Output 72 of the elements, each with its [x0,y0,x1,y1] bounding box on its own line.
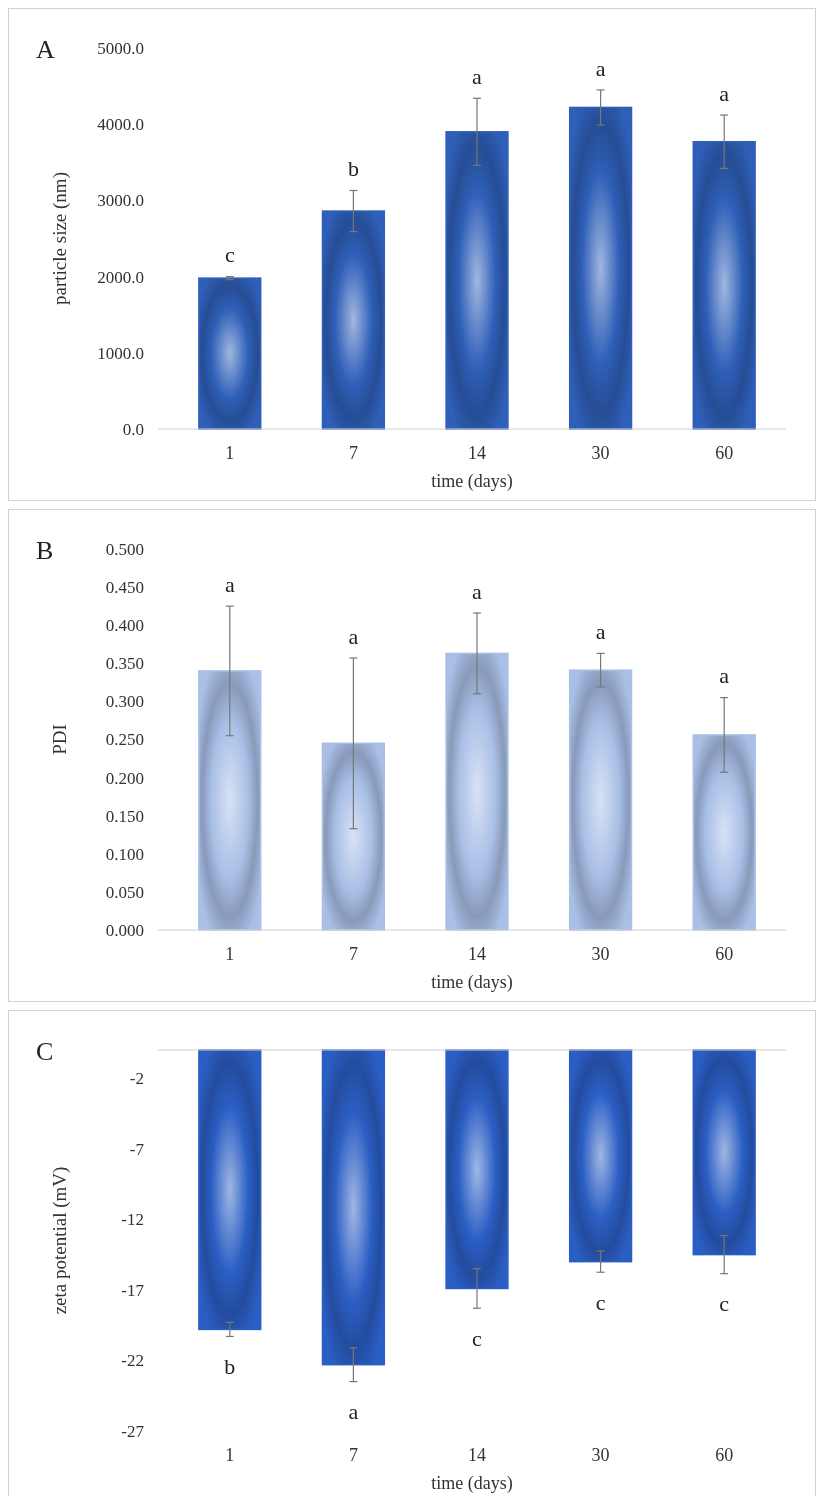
annotation: a [719,80,730,106]
chart-title: B [36,536,54,565]
annotation: a [719,663,730,689]
annotation: a [348,1399,359,1425]
y-tick-label: -17 [121,1280,145,1300]
bar [321,210,386,430]
bar [445,652,509,931]
y-tick-label: 0.450 [105,578,144,598]
annotation: b [224,1354,236,1380]
y-tick-label: 3000.0 [97,191,144,211]
annotation: a [224,571,235,597]
y-tick-label: 0.100 [105,844,144,864]
x-tick-label: 30 [591,1445,610,1465]
y-tick-label: 1000.0 [97,343,144,363]
y-axis-title: zeta potential (mV) [49,1166,71,1315]
chart-title: A [36,35,55,64]
x-tick-label: 14 [468,1445,486,1465]
y-axis-title: particle size (nm) [49,172,71,305]
x-tick-label: 7 [348,1445,358,1465]
x-tick-label: 1 [225,944,235,964]
y-tick-label: -27 [121,1421,145,1441]
annotation: a [348,623,359,649]
bar [198,277,262,430]
y-tick-label: 0.050 [105,882,144,902]
x-tick-label: 1 [225,1445,235,1465]
annotation: c [224,242,235,268]
y-axis-title: PDI [49,724,70,755]
bar [321,742,386,931]
bar [692,140,756,430]
bar [568,669,633,931]
x-tick-label: 60 [715,944,734,964]
y-tick-label: 0.000 [105,920,144,940]
y-tick-label: -12 [121,1210,144,1230]
y-tick-label: 0.150 [105,806,144,826]
y-tick-label: 0.350 [105,654,144,674]
bar [692,734,756,931]
annotation: a [472,578,483,604]
x-axis-title: time (days) [431,471,513,492]
y-tick-label: 0.500 [105,539,144,559]
y-tick-label: 0.300 [105,692,144,712]
y-tick-label: 0.200 [105,768,144,788]
annotation: b [347,156,359,182]
x-tick-label: 60 [715,443,734,463]
annotation: c [472,1325,483,1351]
y-tick-label: -2 [129,1069,144,1089]
bar [445,131,509,430]
annotation: a [595,55,606,81]
annotation: c [719,1291,730,1317]
x-axis-title: time (days) [431,1473,513,1494]
x-tick-label: 14 [468,443,486,463]
x-tick-label: 7 [348,443,358,463]
x-tick-label: 30 [591,443,610,463]
y-tick-label: 0.400 [105,616,144,636]
x-axis-title: time (days) [431,972,513,993]
chart-title: C [36,1037,54,1066]
annotation: a [472,63,483,89]
y-tick-label: 4000.0 [97,115,144,135]
y-tick-label: 5000.0 [97,38,144,58]
x-tick-label: 30 [591,944,610,964]
y-tick-label: 0.250 [105,730,144,750]
bar [568,106,633,430]
y-tick-label: 2000.0 [97,267,144,287]
annotation: c [595,1289,606,1315]
x-tick-label: 14 [468,944,486,964]
x-tick-label: 1 [225,443,235,463]
annotation: a [595,619,606,645]
x-tick-label: 7 [348,944,358,964]
y-tick-label: -7 [129,1139,145,1159]
y-tick-label: -22 [121,1351,144,1371]
y-tick-label: 0.0 [122,419,144,439]
bar [198,670,262,931]
x-tick-label: 60 [715,1445,734,1465]
